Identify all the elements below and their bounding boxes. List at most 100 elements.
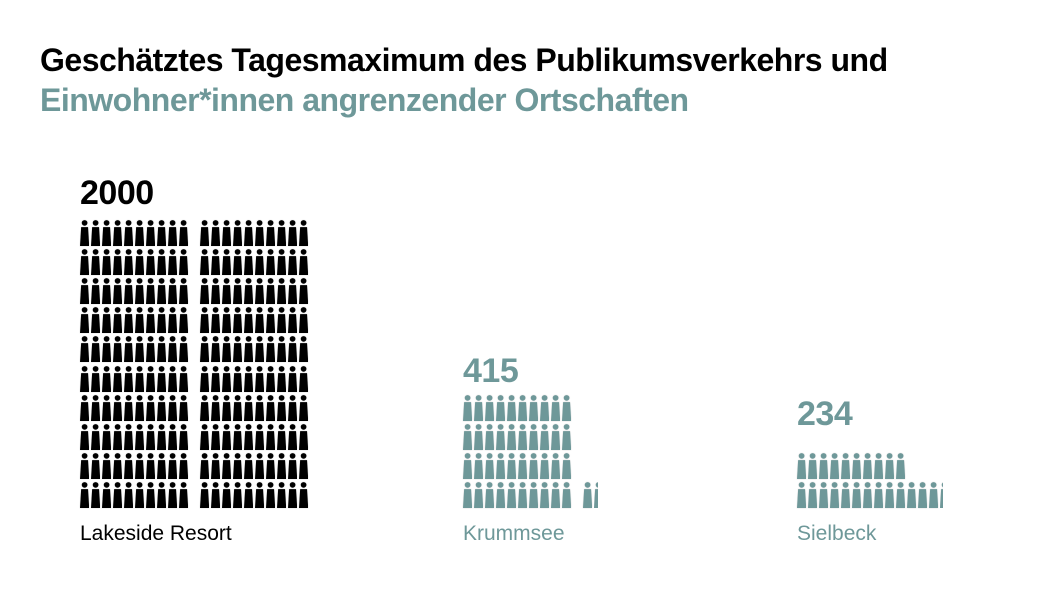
person-icon bbox=[210, 482, 221, 509]
person-icon bbox=[145, 482, 156, 509]
person-icon bbox=[232, 336, 242, 363]
person-icon bbox=[145, 307, 156, 334]
group-label-sielbeck: Sielbeck bbox=[797, 522, 877, 545]
person-icon bbox=[550, 453, 561, 480]
icon-segment bbox=[80, 219, 190, 246]
person-icon bbox=[287, 219, 297, 246]
person-icon bbox=[484, 394, 495, 421]
person-icon bbox=[134, 278, 145, 305]
person-icon bbox=[276, 365, 286, 392]
person-icon bbox=[112, 453, 123, 480]
person-icon bbox=[484, 482, 495, 509]
icon-row bbox=[80, 365, 310, 395]
person-icon bbox=[134, 307, 145, 334]
person-icon bbox=[873, 453, 884, 480]
person-icon bbox=[112, 248, 123, 275]
person-icon bbox=[917, 482, 928, 509]
person-icon bbox=[112, 482, 123, 509]
person-icon bbox=[123, 219, 134, 246]
person-icon bbox=[495, 424, 506, 451]
person-icon bbox=[101, 248, 112, 275]
icon-segment bbox=[80, 453, 190, 480]
icon-segment bbox=[80, 424, 190, 450]
person-icon bbox=[287, 336, 297, 363]
person-icon bbox=[123, 248, 134, 275]
person-icon bbox=[517, 482, 528, 509]
person-icon bbox=[167, 365, 178, 392]
person-icon bbox=[232, 219, 242, 246]
person-icon bbox=[232, 248, 242, 275]
person-icon bbox=[287, 482, 297, 509]
icon-segment bbox=[80, 248, 190, 275]
icon-segment bbox=[582, 482, 600, 509]
person-icon bbox=[276, 219, 286, 246]
value-label-krummsee: 415 bbox=[463, 352, 519, 390]
icon-segment bbox=[199, 278, 310, 305]
person-icon bbox=[178, 219, 189, 246]
person-icon bbox=[539, 453, 550, 480]
icon-segment bbox=[80, 278, 190, 305]
icon-segment bbox=[797, 453, 907, 480]
person-icon bbox=[101, 278, 112, 305]
group-label-lakeside-resort: Lakeside Resort bbox=[80, 522, 232, 545]
person-icon bbox=[167, 336, 178, 363]
person-icon bbox=[243, 248, 253, 275]
icon-segment bbox=[463, 453, 573, 480]
person-icon bbox=[276, 336, 286, 363]
person-icon bbox=[221, 453, 231, 480]
person-icon bbox=[276, 248, 286, 275]
icon-row bbox=[80, 307, 310, 336]
person-icon bbox=[167, 278, 178, 305]
person-icon bbox=[80, 424, 90, 450]
person-icon bbox=[101, 365, 112, 392]
icon-segment bbox=[199, 453, 310, 480]
person-icon bbox=[80, 307, 90, 334]
person-icon bbox=[199, 278, 210, 305]
person-icon bbox=[210, 394, 221, 421]
person-icon bbox=[145, 219, 156, 246]
person-icon bbox=[517, 424, 528, 451]
person-icon bbox=[506, 394, 517, 421]
person-icon bbox=[506, 453, 517, 480]
person-icon bbox=[90, 394, 101, 421]
person-icon bbox=[210, 365, 221, 392]
person-icon bbox=[210, 248, 221, 275]
person-icon bbox=[276, 394, 286, 421]
person-icon bbox=[473, 424, 484, 451]
person-icon bbox=[145, 336, 156, 363]
person-icon bbox=[167, 219, 178, 246]
icon-row bbox=[463, 453, 600, 482]
person-icon bbox=[276, 482, 286, 509]
icon-segment bbox=[199, 248, 310, 275]
person-icon bbox=[101, 336, 112, 363]
person-icon bbox=[90, 336, 101, 363]
person-icon bbox=[134, 365, 145, 392]
person-icon bbox=[90, 248, 101, 275]
person-icon bbox=[265, 278, 275, 305]
person-icon bbox=[221, 424, 231, 450]
person-icon bbox=[298, 453, 308, 480]
person-icon bbox=[884, 453, 895, 480]
person-icon bbox=[287, 365, 297, 392]
person-icon bbox=[463, 482, 473, 509]
person-icon bbox=[145, 365, 156, 392]
person-icon bbox=[254, 336, 264, 363]
person-icon bbox=[298, 394, 308, 421]
person-icon bbox=[243, 424, 253, 450]
person-icon bbox=[818, 482, 829, 509]
person-icon bbox=[167, 248, 178, 275]
person-icon bbox=[840, 482, 851, 509]
person-icon bbox=[123, 336, 134, 363]
person-icon bbox=[221, 278, 231, 305]
person-icon bbox=[232, 424, 242, 450]
person-icon bbox=[199, 453, 210, 480]
person-icon bbox=[232, 307, 242, 334]
icon-segment bbox=[80, 482, 190, 509]
person-icon bbox=[90, 453, 101, 480]
person-icon bbox=[797, 453, 807, 480]
person-icon bbox=[156, 248, 167, 275]
person-icon bbox=[862, 482, 873, 509]
person-icon bbox=[298, 482, 308, 509]
person-icon bbox=[265, 365, 275, 392]
person-icon bbox=[265, 453, 275, 480]
